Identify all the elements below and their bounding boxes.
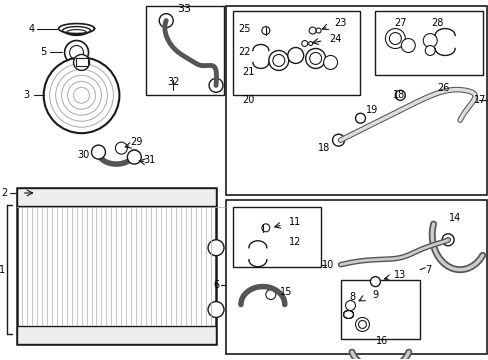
Text: 1: 1 — [0, 265, 5, 275]
Bar — [17, 188, 216, 206]
Text: 25: 25 — [238, 23, 251, 33]
Text: 27: 27 — [393, 18, 406, 28]
Circle shape — [56, 69, 107, 121]
Bar — [340, 280, 419, 339]
Circle shape — [261, 224, 269, 232]
Circle shape — [159, 14, 173, 28]
Bar — [76, 58, 87, 67]
Text: 16: 16 — [375, 336, 388, 346]
Text: 17: 17 — [473, 95, 485, 105]
Circle shape — [388, 32, 401, 45]
Text: 13: 13 — [393, 270, 406, 280]
Text: 28: 28 — [430, 18, 443, 28]
Circle shape — [272, 54, 284, 67]
Circle shape — [69, 45, 83, 59]
Circle shape — [127, 150, 141, 164]
Circle shape — [355, 113, 365, 123]
Bar — [232, 207, 320, 267]
Bar — [375, 11, 482, 75]
Circle shape — [115, 142, 127, 154]
Circle shape — [441, 234, 453, 246]
Text: 15: 15 — [279, 287, 291, 297]
Text: 14: 14 — [448, 213, 460, 223]
Circle shape — [425, 45, 434, 55]
Circle shape — [265, 289, 275, 300]
Circle shape — [309, 53, 321, 64]
Text: 22: 22 — [238, 48, 251, 58]
Text: 21: 21 — [242, 67, 255, 77]
Text: 2: 2 — [1, 188, 8, 198]
Text: 23: 23 — [334, 18, 346, 28]
Text: 8: 8 — [349, 292, 355, 302]
Text: 3: 3 — [23, 90, 30, 100]
Text: 20: 20 — [242, 95, 255, 105]
Circle shape — [64, 41, 88, 64]
Text: 4: 4 — [29, 23, 35, 33]
Circle shape — [287, 48, 303, 63]
Circle shape — [323, 55, 337, 69]
Circle shape — [385, 28, 405, 49]
Bar — [232, 11, 360, 95]
Circle shape — [370, 276, 380, 287]
Circle shape — [209, 78, 223, 92]
Circle shape — [301, 41, 307, 46]
Text: 18: 18 — [317, 143, 329, 153]
Text: 5: 5 — [41, 48, 47, 58]
Circle shape — [401, 39, 414, 53]
Circle shape — [73, 54, 89, 71]
Text: 7: 7 — [424, 265, 430, 275]
Circle shape — [345, 301, 355, 311]
Circle shape — [332, 134, 344, 146]
Circle shape — [316, 28, 321, 33]
Text: 29: 29 — [130, 137, 142, 147]
Bar — [17, 188, 216, 345]
Text: 33: 33 — [177, 4, 191, 14]
Circle shape — [358, 320, 366, 328]
Bar — [146, 6, 224, 95]
Circle shape — [268, 50, 288, 71]
Text: 19: 19 — [366, 105, 378, 115]
Circle shape — [67, 81, 95, 109]
Text: 24: 24 — [329, 33, 341, 44]
Circle shape — [61, 75, 101, 115]
Text: 10: 10 — [321, 260, 333, 270]
Bar — [225, 6, 486, 195]
Text: 12: 12 — [288, 237, 300, 247]
Bar — [225, 200, 486, 354]
Circle shape — [308, 27, 316, 34]
Circle shape — [261, 27, 269, 35]
Text: 26: 26 — [436, 84, 448, 93]
Text: 6: 6 — [213, 280, 219, 289]
Text: 32: 32 — [167, 77, 179, 87]
Circle shape — [43, 58, 119, 133]
Text: 18: 18 — [392, 90, 405, 100]
Circle shape — [308, 41, 312, 45]
Circle shape — [305, 49, 325, 68]
Bar — [17, 327, 216, 345]
Text: 30: 30 — [77, 150, 89, 160]
Text: 31: 31 — [143, 155, 155, 165]
Circle shape — [394, 90, 405, 100]
Circle shape — [91, 145, 105, 159]
Circle shape — [423, 33, 436, 48]
Circle shape — [207, 302, 224, 318]
Text: 11: 11 — [288, 217, 300, 227]
Text: 9: 9 — [371, 289, 378, 300]
Circle shape — [207, 240, 224, 256]
Circle shape — [50, 63, 113, 127]
Circle shape — [355, 318, 369, 332]
Circle shape — [73, 87, 89, 103]
